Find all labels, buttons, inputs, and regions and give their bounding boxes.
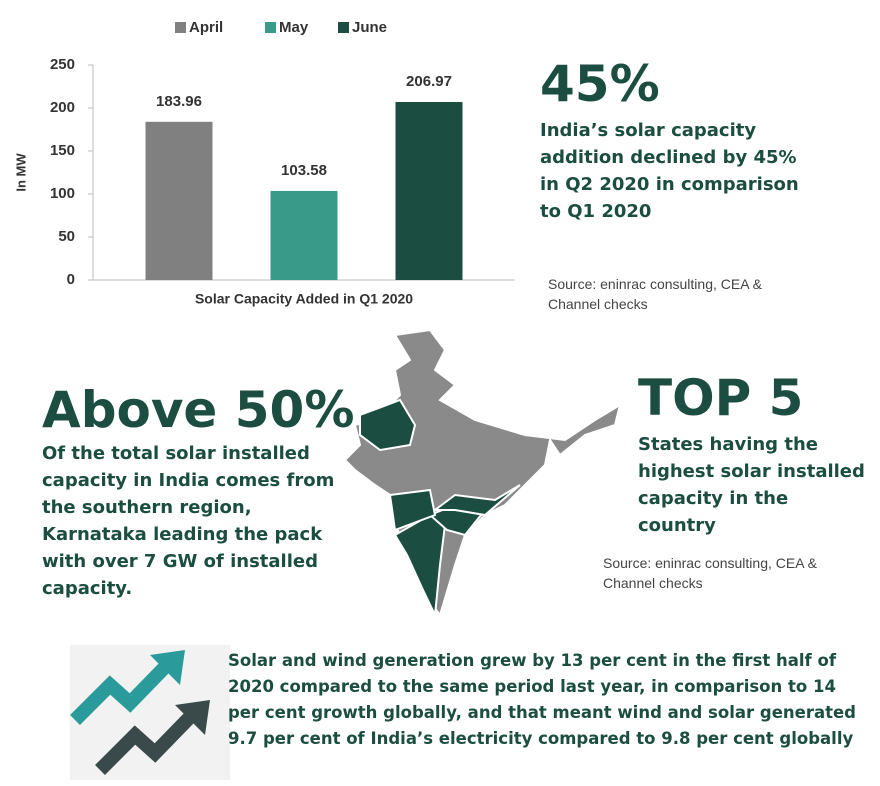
y-tick-label: 0 [67,271,75,288]
india-map [343,328,622,619]
bar [395,102,463,280]
y-tick-label: 150 [50,142,75,159]
legend-swatch [338,22,349,33]
value-label: 206.97 [406,73,452,90]
y-tick-label: 250 [50,56,75,73]
growth-text: Solar and wind generation grew by 13 per… [228,651,856,748]
legend-label: June [352,19,387,36]
y-tick-label: 200 [50,99,75,116]
source: Source: eninrac consulting, CEA & Channe… [548,276,763,312]
headline: TOP 5 [638,369,804,427]
headline: 45% [540,55,660,113]
source: Source: eninrac consulting, CEA & Channe… [603,555,818,591]
arrow-head [175,700,210,735]
bar [270,190,338,280]
value-label: 183.96 [156,93,202,110]
value-label: 103.58 [281,162,327,179]
headline: Above 50% [42,381,355,439]
state [388,488,437,532]
x-tick-label: Solar Capacity Added in Q1 2020 [195,291,413,307]
stat-text: Of the total solar installed capacity in… [42,443,335,599]
stat-text: States having the highest solar installe… [638,434,865,536]
y-tick-label: 100 [50,185,75,202]
legend-swatch [175,22,186,33]
state [359,398,417,452]
bar [145,121,213,280]
state [393,513,447,619]
legend-label: April [189,19,223,36]
arrow [70,662,171,725]
growth-icon [70,645,230,780]
bar-chart: 0 50 100 150 200 250 In MW April May June Solar Ca… [13,19,515,307]
state [432,484,521,517]
legend-label: May [279,19,309,36]
arrow-head [150,650,185,685]
legend-swatch [265,22,276,33]
map-outline [343,328,622,618]
stat-text: India’s solar capacity addition declined… [540,120,799,222]
y-tick-label: 50 [58,228,75,245]
arrow [95,712,196,775]
y-axis-label: In MW [13,153,28,192]
